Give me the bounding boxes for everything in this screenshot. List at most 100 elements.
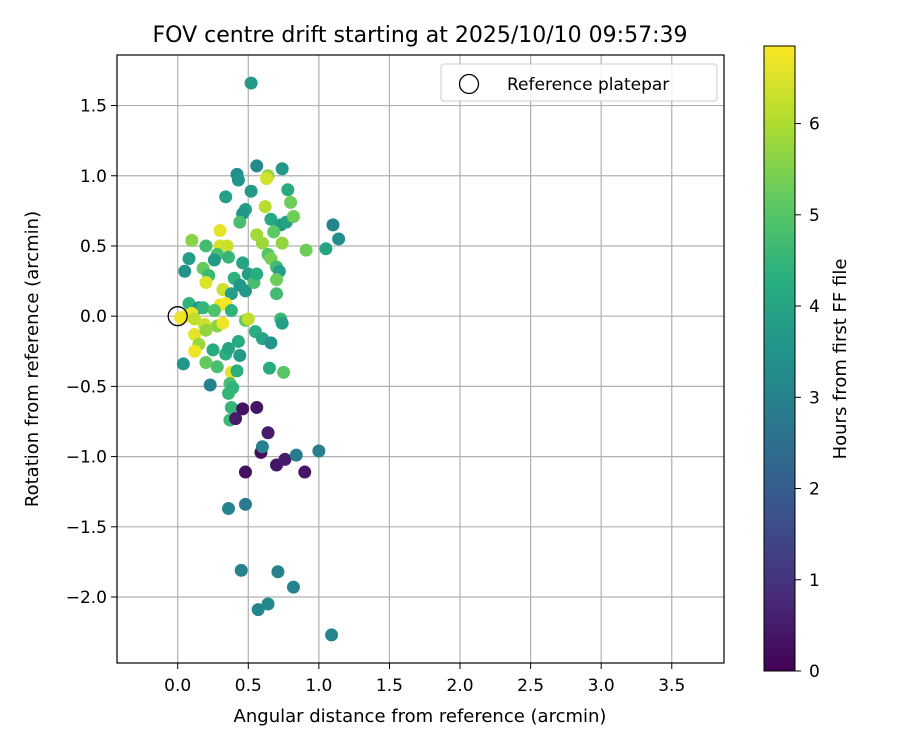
y-tick-label: −0.5 xyxy=(66,377,107,397)
x-tick-label: 0.0 xyxy=(164,676,191,696)
data-point xyxy=(230,364,244,378)
data-points xyxy=(174,76,346,642)
data-point xyxy=(326,218,340,232)
y-tick-label: 1.0 xyxy=(80,167,107,187)
data-point xyxy=(264,336,278,350)
colorbar: 0 1 2 3 4 5 6 Hours from first FF file xyxy=(763,45,851,682)
x-axis-ticks: 0.0 0.5 1.0 1.5 2.0 2.5 3.0 3.5 xyxy=(164,663,685,696)
data-point xyxy=(275,316,289,330)
y-tick-label: 1.5 xyxy=(80,97,107,117)
colorbar-strip xyxy=(763,45,796,672)
data-point xyxy=(264,212,278,226)
data-point xyxy=(199,239,213,253)
data-point xyxy=(277,365,291,379)
data-point xyxy=(207,253,221,267)
data-point xyxy=(250,267,264,281)
data-point xyxy=(286,209,300,223)
data-point xyxy=(216,316,230,330)
x-tick-label: 2.5 xyxy=(517,676,544,696)
data-point xyxy=(231,334,245,348)
y-axis-label: Rotation from reference (arcmin) xyxy=(22,211,43,507)
data-point xyxy=(275,236,289,250)
data-point xyxy=(188,344,202,358)
data-point xyxy=(233,348,247,362)
data-point xyxy=(233,278,247,292)
x-tick-label: 1.0 xyxy=(305,676,332,696)
data-point xyxy=(312,444,326,458)
data-point xyxy=(222,386,236,400)
colorbar-tick-label: 3 xyxy=(809,388,820,408)
y-tick-label: −2.0 xyxy=(66,588,107,608)
colorbar-tick-label: 0 xyxy=(809,662,820,682)
data-point xyxy=(222,250,236,264)
colorbar-ticks: 0 1 2 3 4 5 6 xyxy=(795,115,820,682)
data-point xyxy=(182,252,196,266)
data-point xyxy=(255,440,269,454)
data-point xyxy=(220,239,234,253)
x-tick-label: 3.0 xyxy=(588,676,615,696)
data-point xyxy=(234,563,248,577)
data-point xyxy=(275,162,289,176)
colorbar-tick-label: 2 xyxy=(809,480,820,500)
data-point xyxy=(229,412,243,426)
data-point xyxy=(255,236,269,250)
data-point xyxy=(250,159,264,173)
data-point xyxy=(222,341,236,355)
data-point xyxy=(199,356,213,370)
data-point xyxy=(207,304,221,318)
data-point xyxy=(182,297,196,311)
legend: Reference platepar xyxy=(440,63,718,102)
data-point xyxy=(284,195,298,209)
data-point xyxy=(281,183,295,197)
data-point xyxy=(244,184,258,198)
data-point xyxy=(206,343,220,357)
data-point xyxy=(219,190,233,204)
reference-marker-group xyxy=(167,306,188,327)
data-point xyxy=(236,402,250,416)
x-tick-label: 2.0 xyxy=(447,676,474,696)
data-point xyxy=(251,603,265,617)
data-point xyxy=(244,76,258,90)
data-point xyxy=(298,465,312,479)
data-point xyxy=(261,597,275,611)
x-tick-label: 3.5 xyxy=(658,676,685,696)
data-point xyxy=(270,273,284,287)
y-tick-label: −1.0 xyxy=(66,448,107,468)
data-point xyxy=(250,400,264,414)
colorbar-tick-label: 5 xyxy=(809,206,820,226)
data-point xyxy=(260,172,274,186)
legend-marker-reference xyxy=(458,73,480,95)
grid-lines xyxy=(117,55,724,663)
chart-title: FOV centre drift starting at 2025/10/10 … xyxy=(153,23,688,48)
legend-label-reference: Reference platepar xyxy=(507,75,669,95)
y-axis-ticks: −2.0 −1.5 −1.0 −0.5 0.0 0.5 1.0 1.5 xyxy=(66,97,117,608)
data-point xyxy=(224,400,238,414)
data-point xyxy=(271,565,285,579)
data-point xyxy=(241,312,255,326)
data-point xyxy=(231,173,245,187)
data-point xyxy=(199,275,213,289)
data-point xyxy=(236,256,250,270)
data-point xyxy=(185,233,199,247)
y-tick-label: 0.5 xyxy=(80,237,107,257)
data-point xyxy=(224,304,238,318)
data-point xyxy=(222,502,236,516)
data-point xyxy=(299,243,313,257)
data-point xyxy=(289,448,303,462)
y-tick-label: −1.5 xyxy=(66,518,107,538)
data-point xyxy=(238,465,252,479)
plot-frame xyxy=(116,54,725,664)
data-point xyxy=(238,497,252,511)
data-point xyxy=(278,452,292,466)
data-point xyxy=(174,311,188,325)
data-point xyxy=(203,378,217,392)
data-point xyxy=(286,580,300,594)
data-point xyxy=(210,360,224,374)
x-axis-label: Angular distance from reference (arcmin) xyxy=(234,706,607,727)
data-point xyxy=(270,287,284,301)
data-point xyxy=(262,361,276,375)
reference-marker xyxy=(167,306,188,327)
colorbar-tick-label: 4 xyxy=(809,297,820,317)
data-point xyxy=(188,327,202,341)
